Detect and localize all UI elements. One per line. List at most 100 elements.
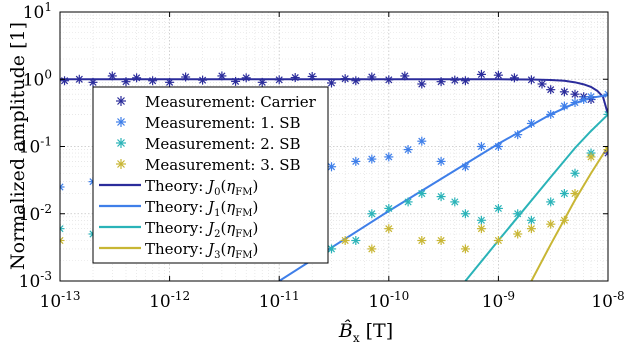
data-point [526,118,536,128]
data-point [513,130,523,140]
x-tick-labels: 10-13 10-12 10-11 10-10 10-9 10-8 [40,289,625,312]
legend-label: Measurement: 2. SB [145,135,301,153]
data-point [367,209,377,219]
data-point [384,152,394,162]
grid-minor [60,12,608,281]
data-point [546,85,556,95]
data-point [526,224,536,234]
data-point [603,89,608,99]
data-point [476,224,486,234]
data-point [74,74,84,84]
data-point [384,75,394,85]
data-point [476,69,486,79]
data-point [241,73,251,83]
data-point [460,244,470,254]
data-point [436,156,446,166]
data-point [546,109,556,119]
data-point [570,98,580,108]
data-point [367,244,377,254]
y-tick-label: 10-3 [19,269,52,292]
data-point [198,75,208,85]
data-point [509,73,519,83]
tick-marks [59,11,609,282]
data-point [384,203,394,213]
data-point [340,74,350,84]
data-point [417,136,427,146]
x-axis-label: B̂x [T] [338,320,393,345]
theory-line [530,145,608,281]
data-point [60,236,65,246]
data-point [493,236,503,246]
data-point [60,224,65,234]
data-point [403,145,413,155]
data-point [460,76,470,86]
legend-label: Measurement: Carrier [145,93,317,111]
legend-label: Theory: J0(ηFM) [145,177,258,198]
data-point [417,189,427,199]
data-point [274,75,284,85]
data-point [603,109,608,119]
data-point [460,162,470,172]
data-point [493,70,503,80]
legend-marker [116,159,126,169]
legend-label: Theory: J1(ηFM) [145,198,258,219]
data-point [417,236,427,246]
legend-marker [116,96,126,106]
data-point [367,72,377,82]
data-point [460,209,470,219]
data-point [436,192,446,202]
data-point [579,94,589,104]
data-point [257,77,267,87]
data-point [476,215,486,225]
data-point [559,215,569,225]
data-point [351,156,361,166]
data-point [570,89,580,99]
data-point [513,229,523,239]
y-axis-label: Normalized amplitude [1] [7,22,29,270]
data-point [559,101,569,111]
data-point [603,145,608,155]
legend-label: Theory: J3(ηFM) [145,240,258,261]
data-point [559,189,569,199]
data-point [476,142,486,151]
data-point [400,71,410,81]
data-point [450,197,460,207]
data-point [436,77,446,87]
data-point [570,189,580,199]
data-point [450,75,460,85]
x-tick-label: 10-12 [149,289,190,312]
data-point [60,76,70,86]
legend: Measurement: Carrier Measurement: 1. SB Me… [92,86,329,264]
data-point [290,73,300,83]
data-point [559,87,569,97]
data-point [165,77,175,87]
x-tick-label: 10-10 [368,289,409,312]
data-point [181,72,191,82]
data-point [367,154,377,164]
legend-marker [116,117,126,127]
y-tick-labels: 10-3 10-2 10-1 100 101 [19,0,52,292]
data-point [537,79,547,89]
x-tick-label: 10-11 [259,289,300,312]
data-point [307,71,317,81]
x-tick-label: 10-8 [591,289,624,312]
data-point [436,236,446,246]
x-tick-label: 10-13 [40,289,81,312]
data-point [384,224,394,234]
legend-label: Measurement: 3. SB [145,156,301,174]
data-point [60,182,65,192]
data-point [121,77,131,87]
data-point [586,92,596,102]
x-tick-label: 10-9 [482,289,515,312]
legend-box [92,86,329,264]
data-point [403,197,413,207]
data-point [107,71,117,81]
data-point [340,236,350,246]
data-point [351,236,361,246]
data-point [217,71,227,81]
data-point [526,215,536,225]
legend-label: Measurement: 1. SB [145,114,301,132]
data-point [351,76,361,86]
legend-label: Theory: J2(ηFM) [145,219,258,240]
